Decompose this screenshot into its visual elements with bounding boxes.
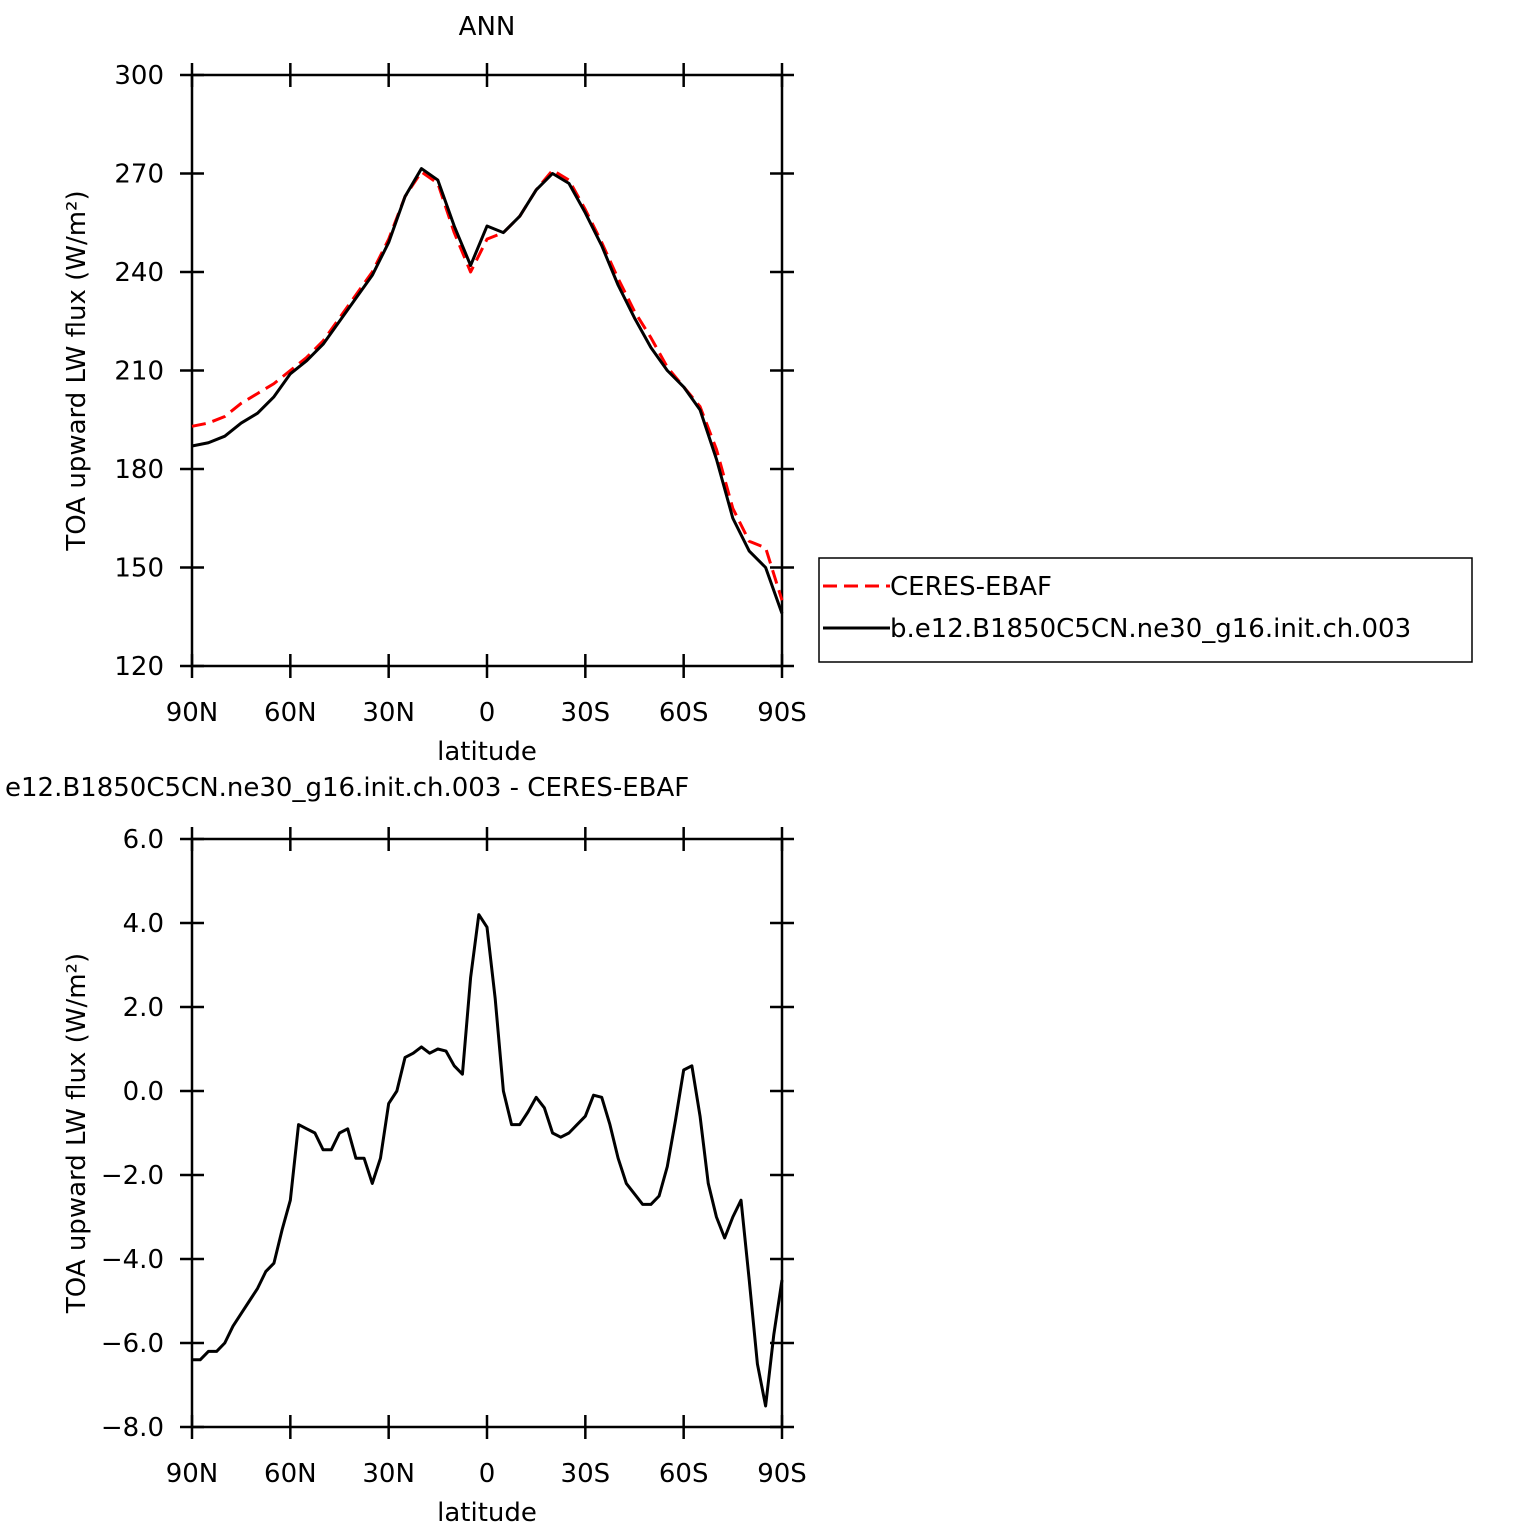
y-tick-label: 300	[114, 61, 164, 91]
x-tick-label: 30N	[362, 1459, 415, 1489]
y-tick-label: −2.0	[101, 1161, 164, 1191]
y-tick-label: 6.0	[123, 825, 164, 855]
y-tick-label: 270	[114, 160, 164, 190]
x-tick-label: 60S	[659, 1459, 709, 1489]
y-tick-label: 4.0	[123, 909, 164, 939]
x-tick-label: 30N	[362, 698, 415, 728]
chart-title: ANN	[459, 12, 516, 42]
y-tick-label: 180	[114, 455, 164, 485]
x-tick-label: 0	[479, 1459, 496, 1489]
x-tick-label: 90S	[757, 1459, 807, 1489]
x-tick-label: 60S	[659, 698, 709, 728]
y-tick-label: 120	[114, 652, 164, 682]
y-axis-label: TOA upward LW flux (W/m²)	[62, 953, 92, 1314]
legend-label: CERES-EBAF	[890, 572, 1052, 602]
data-line	[192, 913, 784, 1408]
y-tick-label: 150	[114, 554, 164, 584]
y-tick-label: 2.0	[123, 993, 164, 1023]
x-tick-label: 30S	[561, 698, 611, 728]
legend-box	[818, 557, 1473, 663]
y-tick-label: −4.0	[101, 1245, 164, 1275]
x-tick-label: 0	[479, 698, 496, 728]
y-tick-label: 0.0	[123, 1077, 164, 1107]
plot-frame	[190, 73, 784, 668]
x-tick-label: 90N	[166, 1459, 219, 1489]
y-tick-label: 210	[114, 357, 164, 387]
legend-label: b.e12.B1850C5CN.ne30_g16.init.ch.003	[890, 614, 1411, 644]
x-tick-label: 60N	[264, 1459, 317, 1489]
y-tick-label: −6.0	[101, 1329, 164, 1359]
y-tick-label: −8.0	[101, 1413, 164, 1443]
x-tick-label: 60N	[264, 698, 317, 728]
data-line	[191, 167, 784, 614]
x-axis-label: latitude	[437, 737, 537, 767]
x-tick-label: 90S	[757, 698, 807, 728]
x-axis-label: latitude	[437, 1498, 537, 1528]
chart-title: e12.B1850C5CN.ne30_g16.init.ch.003 - CER…	[5, 773, 689, 803]
x-tick-label: 30S	[561, 1459, 611, 1489]
data-line	[191, 168, 784, 601]
y-tick-label: 240	[114, 258, 164, 288]
y-axis-label: TOA upward LW flux (W/m²)	[62, 190, 92, 551]
x-tick-label: 90N	[166, 698, 219, 728]
